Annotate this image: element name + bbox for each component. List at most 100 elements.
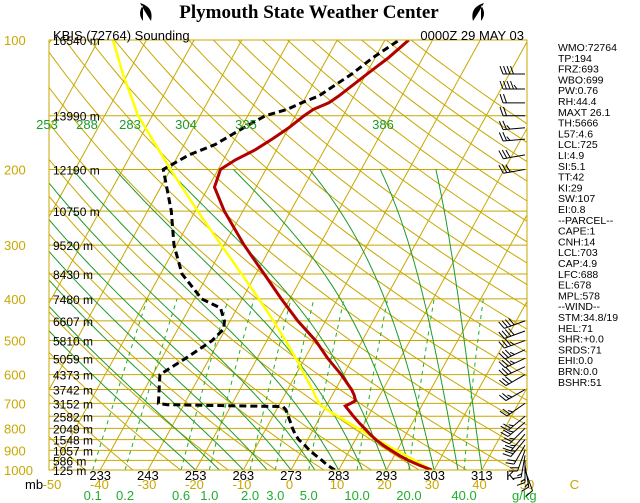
wind-barb xyxy=(498,357,526,369)
mixing-ratio-tick-label: 3.0 xyxy=(266,488,284,503)
index-line: CNH:14 xyxy=(558,236,596,248)
height-label: 1548 m xyxy=(53,434,93,448)
height-label: 8430 m xyxy=(53,268,93,282)
time-label: 0000Z 29 MAY 03 xyxy=(420,28,524,43)
index-line: TT:42 xyxy=(558,172,584,184)
wind-barb xyxy=(499,93,525,104)
celsius-tick-label: 20 xyxy=(377,477,391,492)
dry-adiabat-line xyxy=(49,233,324,470)
thermodynamic-background xyxy=(49,40,527,470)
isotherm-line xyxy=(242,40,481,470)
dry-adiabat-line xyxy=(64,40,527,426)
dry-adiabat-line xyxy=(262,40,527,243)
index-line: WMO:72764 xyxy=(558,42,617,54)
index-line: LCL:725 xyxy=(558,139,598,151)
height-label: 586 m xyxy=(53,454,86,468)
height-label: 2582 m xyxy=(53,410,93,424)
dry-adiabat-line xyxy=(49,351,181,470)
mixing-ratio-line xyxy=(274,298,315,470)
mixing-ratio-line xyxy=(92,298,148,470)
index-line: PW:0.76 xyxy=(558,85,598,97)
wind-barb xyxy=(499,80,525,90)
index-line: MAXT 26.1 xyxy=(558,107,610,119)
dry-adiabat-line xyxy=(287,40,527,222)
dry-adiabat-line xyxy=(49,311,229,470)
kelvin-tick-label: 313 xyxy=(471,468,493,483)
height-label: 5059 m xyxy=(53,352,93,366)
wind-barb xyxy=(498,120,526,131)
mixing-ratio-line xyxy=(463,298,484,470)
isotherm-line xyxy=(338,127,527,470)
wind-barb xyxy=(499,389,526,401)
isotherm-line xyxy=(49,40,195,305)
moist-adiabat-line xyxy=(435,169,483,470)
index-line: LCL:703 xyxy=(558,247,598,259)
height-label: 3152 m xyxy=(53,397,93,411)
index-line: LFC:688 xyxy=(558,269,598,281)
dry-adiabat-line xyxy=(49,435,86,470)
moist-adiabat-line xyxy=(167,169,387,470)
height-label: 7480 m xyxy=(53,293,93,307)
dry-adiabat-line xyxy=(49,393,134,470)
index-line: SW:107 xyxy=(558,193,595,205)
celsius-tick-label: -50 xyxy=(43,477,62,492)
kelvin-tick-label: K xyxy=(506,468,515,483)
mixing-ratio-tick-label: 0.6 xyxy=(172,488,190,503)
mixing-ratio-tick-label: 0.1 xyxy=(84,488,102,503)
index-line: KI:29 xyxy=(558,182,583,194)
index-line: FRZ:693 xyxy=(558,64,599,76)
height-label: 3742 m xyxy=(53,384,93,398)
index-line: CAPE:1 xyxy=(558,226,596,238)
mixing-ratio-unit: g/kg xyxy=(512,488,537,503)
index-line: SRDS:71 xyxy=(558,344,602,356)
celsius-tick-label: 0 xyxy=(286,477,293,492)
isotherm-line xyxy=(147,40,386,470)
sounding-profiles xyxy=(111,40,433,470)
index-line: SI:5.1 xyxy=(558,161,586,173)
kelvin-tick-label: 293 xyxy=(376,468,398,483)
wind-barb xyxy=(498,131,526,142)
pressure-tick-label: 700 xyxy=(4,396,26,411)
kelvin-tick-label: 243 xyxy=(137,468,159,483)
moist-adiabat-line xyxy=(309,169,435,470)
right-bird-icon xyxy=(472,3,484,21)
title-banner: Plymouth State Weather Center xyxy=(140,2,484,23)
celsius-tick-label: 10 xyxy=(330,477,344,492)
dry-adiabat-line xyxy=(114,40,527,377)
mixing-ratio-tick-label: 20.0 xyxy=(396,488,421,503)
mixing-ratio-line xyxy=(180,298,229,470)
pressure-unit-label: mb xyxy=(25,477,43,492)
moist-adiabat-line xyxy=(49,182,316,470)
kelvin-tick-label: 303 xyxy=(423,468,445,483)
kelvin-tick-label: 283 xyxy=(328,468,350,483)
index-line: LI:4.9 xyxy=(558,150,584,162)
index-line: WBO:699 xyxy=(558,74,604,86)
moist-adiabat-line xyxy=(49,250,268,470)
index-line: --WIND-- xyxy=(558,301,600,313)
dry-adiabat-line xyxy=(163,40,527,330)
wind-barb xyxy=(499,374,526,387)
dry-adiabat-line xyxy=(213,40,527,286)
parcel-curve xyxy=(111,40,433,470)
height-label: 12190 m xyxy=(53,163,100,177)
wind-barb xyxy=(498,328,526,339)
mixing-ratio-tick-label: 1.0 xyxy=(200,488,218,503)
wind-barb xyxy=(502,433,526,452)
index-line: SHR:+0.0 xyxy=(558,334,604,346)
index-line: L57:4.6 xyxy=(558,128,593,140)
height-label: 16540 m xyxy=(53,34,100,48)
mixing-ratio-line xyxy=(208,298,255,470)
wind-barb xyxy=(498,366,526,377)
dry-adiabat-line xyxy=(89,40,527,401)
indices-panel: WMO:72764TP:194FRZ:693WBO:699PW:0.76RH:4… xyxy=(558,42,618,389)
dry-adiabat-line xyxy=(49,271,277,470)
isotherm-line xyxy=(385,213,527,470)
dry-adiabat-line xyxy=(361,40,527,163)
index-line: TH:5666 xyxy=(558,118,598,130)
wind-barb xyxy=(498,317,526,329)
height-label: 10750 m xyxy=(53,205,100,219)
kelvin-tick-label: 263 xyxy=(232,468,254,483)
index-line: BRN:0.0 xyxy=(558,366,598,378)
index-line: HEL:71 xyxy=(558,323,593,335)
